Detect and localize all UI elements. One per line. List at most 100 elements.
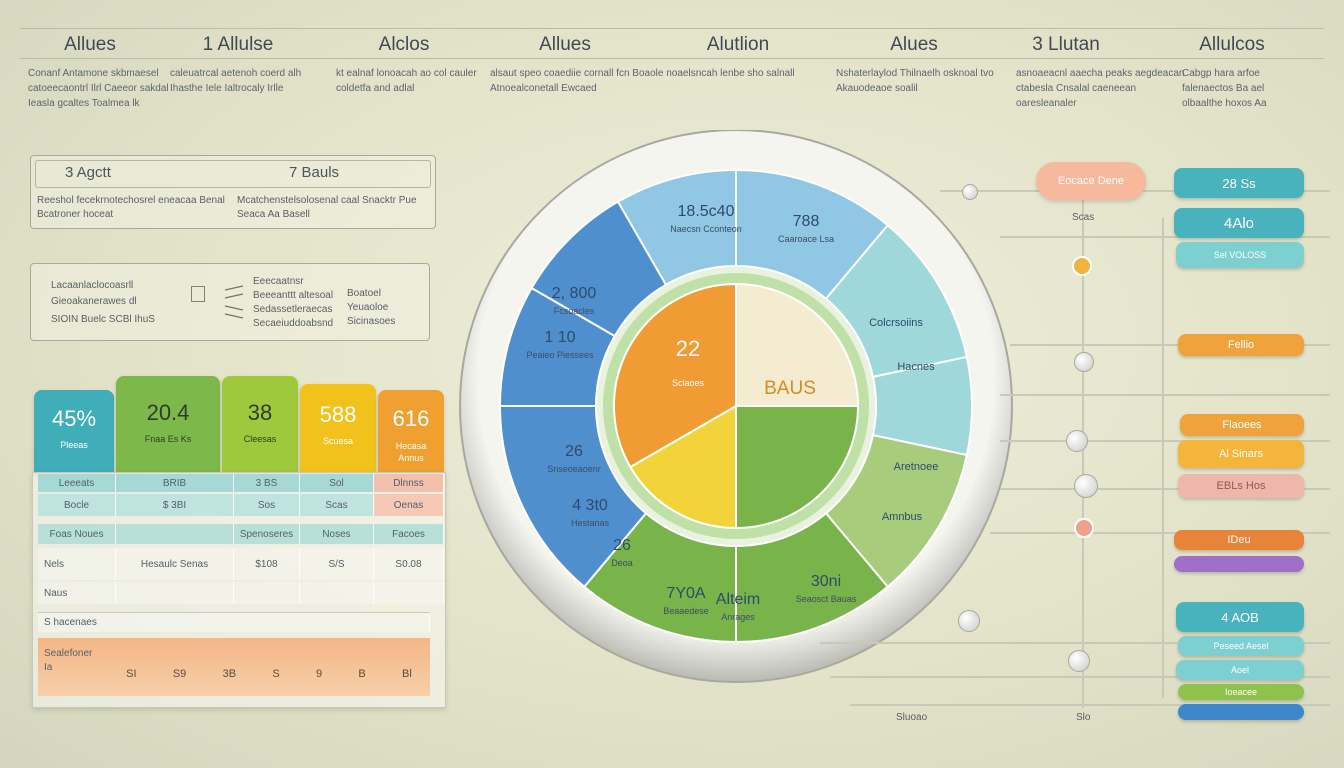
metric-chip[interactable]: Sel VOLOSS	[1176, 242, 1304, 268]
metric-chip[interactable]: 28 Ss	[1174, 168, 1304, 198]
description-5: Nshaterlaylod Thilnaelh osknoal tvo Akau…	[836, 68, 994, 94]
donut-segment-label: 30ni	[811, 573, 841, 590]
donut-segment-sublabel: Caaroace Lsa	[778, 234, 834, 244]
donut-segment-label: 2, 800	[552, 285, 597, 302]
metric-chip[interactable]	[1178, 704, 1304, 720]
leader-line	[1010, 344, 1330, 346]
donut-inner-segment[interactable]	[735, 405, 860, 530]
table-cell: Oenas	[374, 494, 444, 516]
footer-band	[38, 638, 430, 696]
kpi-card-4[interactable]: 588 Scuesa	[300, 384, 376, 472]
footer-value: B	[358, 668, 366, 680]
kpi-card-1[interactable]: 45% Pleeas	[34, 390, 114, 472]
detail-side-line-3: Sicinasoes	[347, 316, 396, 327]
donut-inner-segment[interactable]	[735, 282, 860, 407]
metric-chip[interactable]: Aoel	[1176, 660, 1304, 680]
description-2: caleuatrcal aetenoh coerd alh Ihasthe Ie…	[170, 68, 302, 94]
kpi-card-2-sub: Fnaa Es Ks	[144, 434, 192, 444]
detail-right-line-2: Beeeanttt altesoal	[253, 290, 334, 301]
donut-inner-value: 22	[676, 336, 700, 361]
metric-chip[interactable]: 4Alo	[1174, 208, 1304, 238]
tab-4[interactable]: Allues	[539, 34, 591, 55]
metric-chip[interactable]: Fellio	[1178, 334, 1304, 356]
kpi-card-5[interactable]: 616 Hecasa Annus	[378, 390, 444, 472]
table-cell: Foas Noues	[38, 524, 116, 544]
table-row[interactable]: Foas Noues Spenoseres Noses Facoes	[38, 524, 444, 544]
metric-chip[interactable]: 4 AOB	[1176, 602, 1304, 632]
donut-segment-label: 26	[613, 537, 631, 554]
footer-value: S9	[172, 668, 187, 680]
table-row[interactable]: Leeeats BRIB 3 BS Sol Dlnnss	[38, 474, 444, 492]
tab-3[interactable]: Alclos	[378, 34, 430, 55]
tab-1[interactable]: Allues	[64, 34, 116, 55]
donut-center-label: BAUS	[764, 378, 816, 399]
pink-pill[interactable]: Eocace Dene	[1036, 162, 1146, 200]
description-4: alsaut speo coaediie cornall fcn Boaole …	[490, 68, 795, 94]
detail-arrows-icon	[223, 282, 245, 326]
kpi-card-3-sub: Cleesas	[243, 434, 277, 444]
detail-panel: Lacaanlaclocoasrll Gieoakanerawes dl SIO…	[30, 263, 430, 341]
donut-inner-segment[interactable]	[628, 404, 737, 530]
description-7: Cabgp hara arfoe falenaectos Ba ael olba…	[1182, 68, 1267, 109]
table-cell: Nels	[38, 548, 116, 580]
tab-2[interactable]: 1 Allulse	[202, 34, 274, 55]
tab-8[interactable]: Allulcos	[1199, 34, 1265, 55]
donut-segment-label: 26	[565, 443, 583, 460]
footer-value: SI	[126, 668, 137, 680]
description-6: asnoaeacnl aaecha peaks aegdeacan ctabes…	[1016, 68, 1185, 109]
header-bottom-rule	[20, 58, 1324, 59]
kpi-card-3[interactable]: 38 Cleesas	[222, 376, 298, 472]
connector-node	[1074, 474, 1098, 498]
table-cell: Spenoseres	[234, 524, 300, 544]
leader-line	[1000, 394, 1330, 396]
metric-chip[interactable]: Flaoees	[1180, 414, 1304, 436]
table-row[interactable]: Naus	[38, 582, 444, 604]
donut-segment-sublabel: Beaaedese	[663, 606, 709, 616]
detail-right-line-1: Eeecaatnsr	[253, 276, 304, 287]
leader-line	[850, 704, 1330, 706]
detail-side-line-2: Yeuaoloe	[347, 302, 389, 313]
donut-segment-label: Aretnoee	[894, 461, 939, 473]
kpi-card-5-value: 616	[392, 406, 430, 431]
kpi-card-3-value: 38	[247, 400, 273, 425]
summary-right-value: 7 Bauls	[289, 164, 340, 181]
footer-value: 3B	[222, 668, 237, 680]
metric-chip[interactable]: IDeu	[1174, 530, 1304, 550]
bottom-left-caption: Sluoao	[896, 712, 928, 723]
table-cell: S0.08	[374, 548, 444, 580]
metric-chip[interactable]	[1174, 556, 1304, 572]
kpi-card-2-value: 20.4	[146, 400, 190, 425]
detail-box-icon	[191, 286, 205, 302]
bottom-right-caption: Slo	[1076, 712, 1091, 723]
table-row[interactable]: Bocle $ 3BI Sos Scas Oenas	[38, 494, 444, 516]
tab-6[interactable]: Alues	[890, 34, 938, 55]
table-cell: Bocle	[38, 494, 116, 516]
metric-chip[interactable]: Peseed Aesel	[1178, 636, 1304, 656]
table-row[interactable]: S hacenaes	[38, 612, 430, 632]
footer-values: SI S9 3B S 9 B Bl	[38, 668, 430, 680]
table-cell: Scas	[300, 494, 374, 516]
detail-left-line-2: Gieoakanerawes dl	[51, 296, 137, 307]
donut-segment-sublabel: Deoa	[611, 558, 633, 568]
table-cell: Sol	[300, 474, 374, 492]
leader-line	[1000, 440, 1330, 442]
connector-node	[958, 610, 980, 632]
tab-7[interactable]: 3 Llutan	[1032, 34, 1100, 55]
detail-right-line-4: Secaeiuddoabsnd	[253, 318, 334, 329]
donut-segment[interactable]	[616, 168, 737, 287]
connector-node	[1072, 256, 1092, 276]
detail-left-line-1: Lacaanlaclocoasrll	[51, 280, 134, 291]
donut-segment-sublabel: Seaosct Bauas	[796, 594, 857, 604]
summary-left-caption: Reeshol fecekrnotechosrel eneacaa Benal …	[37, 195, 225, 220]
donut-inner-segment[interactable]	[613, 282, 737, 469]
metric-chip[interactable]: Al Sinars	[1178, 440, 1304, 468]
donut-segment-sublabel: Hestanas	[571, 518, 610, 528]
kpi-card-2[interactable]: 20.4 Fnaa Es Ks	[116, 376, 220, 472]
metric-chip[interactable]: EBLs Hos	[1178, 474, 1304, 498]
connector-node	[1068, 650, 1090, 672]
tab-5[interactable]: Alutlion	[706, 34, 770, 55]
table-row[interactable]: Nels Hesaulc Senas $108 S/S S0.08	[38, 548, 444, 580]
donut-segment-label: 18.5c40	[678, 203, 735, 220]
donut-segment-sublabel: Naecsn Cconteon	[670, 224, 742, 234]
metric-chip[interactable]: Ioeacee	[1178, 684, 1304, 700]
